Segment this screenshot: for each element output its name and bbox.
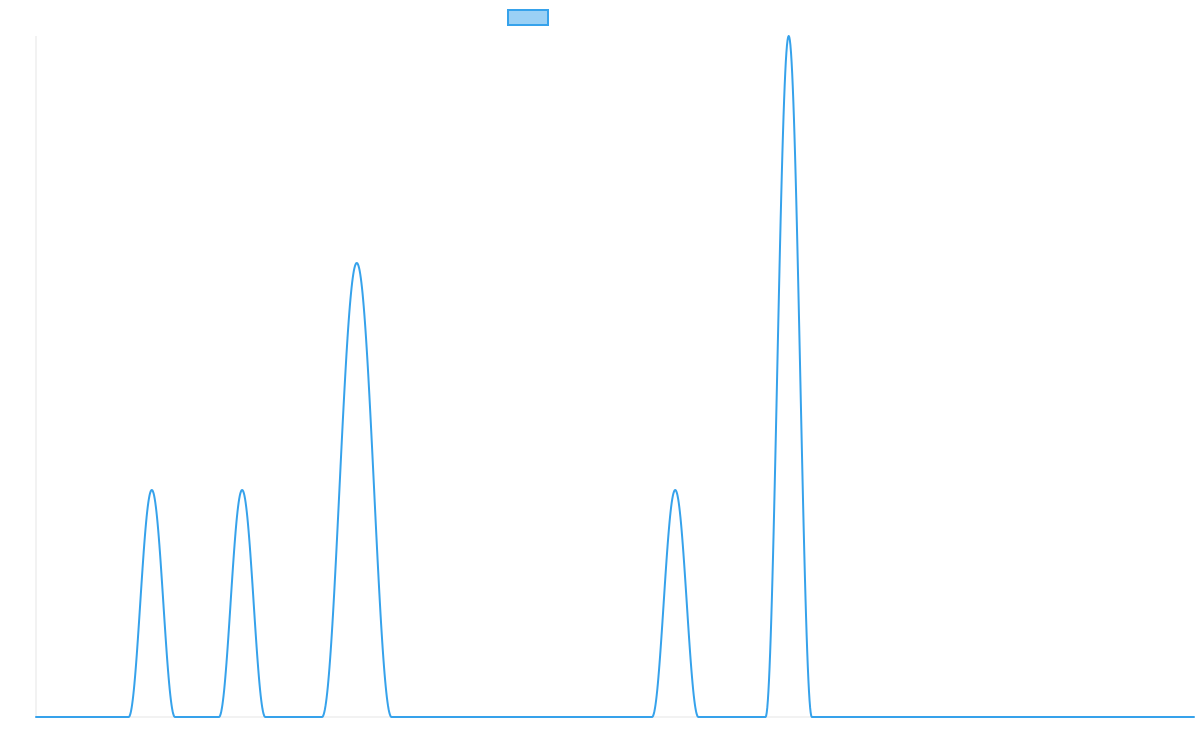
legend xyxy=(507,9,549,26)
series-line xyxy=(35,35,1195,718)
legend-swatch[interactable] xyxy=(507,9,549,26)
